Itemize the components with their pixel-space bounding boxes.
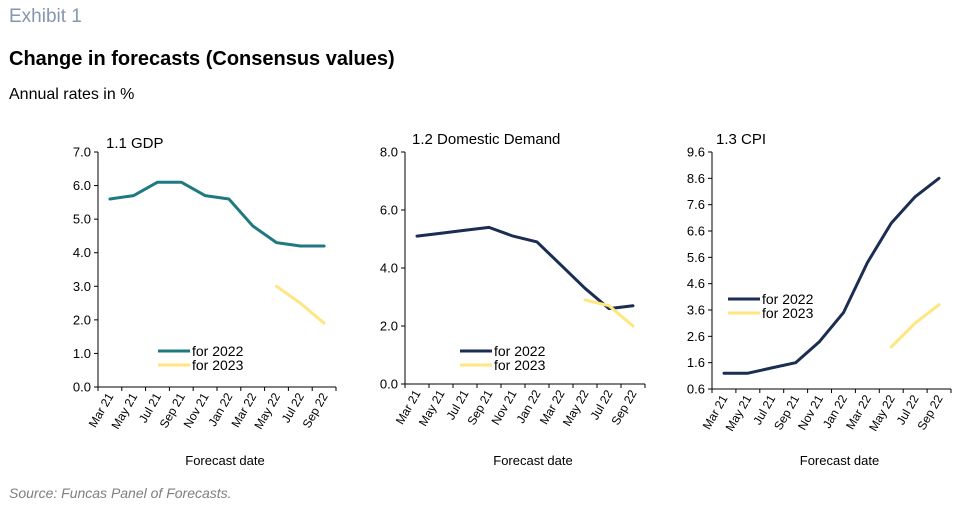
- data-point: [890, 222, 893, 225]
- panel-title: 1.3 CPI: [716, 131, 766, 148]
- data-point: [227, 198, 230, 201]
- y-tick-label: 0.0: [380, 377, 398, 392]
- y-tick-label: 7.6: [687, 197, 705, 212]
- series-line-2022: [722, 176, 941, 375]
- series-line-2023: [889, 303, 941, 349]
- data-point: [536, 240, 539, 243]
- y-tick-label: 5.6: [687, 250, 705, 265]
- legend-label: for 2023: [762, 305, 814, 321]
- y-tick-label: 3.6: [687, 303, 705, 318]
- y-tick-label: 0.6: [687, 382, 705, 397]
- panel-title: 1.2 Domestic Demand: [412, 131, 560, 148]
- data-point: [584, 298, 587, 301]
- data-point: [560, 264, 563, 267]
- data-point: [416, 235, 419, 238]
- legend-label: for 2023: [192, 357, 244, 373]
- y-tick-label: 4.0: [380, 261, 398, 276]
- data-point: [632, 304, 635, 307]
- y-tick-label: 8.6: [687, 171, 705, 186]
- data-point: [440, 232, 443, 235]
- data-point: [818, 340, 821, 343]
- data-point: [156, 181, 159, 184]
- page-title: Change in forecasts (Consensus values): [9, 48, 395, 70]
- data-point: [584, 287, 587, 290]
- y-tick-label: 6.0: [73, 178, 91, 193]
- y-tick-label: 7.0: [73, 145, 91, 160]
- page-subtitle: Annual rates in %: [9, 86, 135, 103]
- y-tick-label: 2.0: [73, 312, 91, 327]
- series-line-2023: [583, 298, 635, 328]
- data-point: [323, 322, 326, 325]
- data-point: [938, 177, 941, 180]
- y-tick-label: 9.6: [687, 145, 705, 160]
- x-axis-label: Forecast date: [493, 453, 573, 468]
- data-point: [746, 372, 749, 375]
- data-point: [722, 372, 725, 375]
- x-axis-label: Forecast date: [800, 453, 880, 468]
- data-point: [842, 311, 845, 314]
- legend-label: for 2022: [192, 343, 244, 359]
- data-point: [512, 235, 515, 238]
- y-tick-label: 2.6: [687, 329, 705, 344]
- y-tick-label: 6.0: [380, 203, 398, 218]
- data-point: [794, 361, 797, 364]
- data-point: [464, 229, 467, 232]
- data-point: [204, 194, 207, 197]
- series-line-2023: [275, 284, 326, 325]
- y-tick-label: 4.0: [73, 245, 91, 260]
- data-point: [866, 261, 869, 264]
- y-tick-label: 5.0: [73, 212, 91, 227]
- y-tick-label: 1.0: [73, 346, 91, 361]
- series-line-2022: [415, 225, 635, 311]
- panel-title: 1.1 GDP: [106, 135, 164, 152]
- legend-label: for 2022: [494, 343, 546, 359]
- x-axis-label: Forecast date: [185, 453, 265, 468]
- data-point: [488, 226, 491, 229]
- y-tick-label: 1.6: [687, 355, 705, 370]
- data-point: [323, 245, 326, 248]
- data-point: [770, 366, 773, 369]
- y-tick-label: 4.6: [687, 276, 705, 291]
- data-point: [180, 181, 183, 184]
- legend-label: for 2022: [762, 291, 814, 307]
- series-line-2022: [108, 180, 326, 248]
- y-tick-label: 6.6: [687, 224, 705, 239]
- exhibit-label: Exhibit 1: [9, 6, 82, 27]
- data-point: [299, 302, 302, 305]
- data-point: [251, 224, 254, 227]
- data-point: [914, 195, 917, 198]
- data-point: [132, 194, 135, 197]
- legend-label: for 2023: [494, 357, 546, 373]
- y-tick-label: 8.0: [380, 145, 398, 160]
- data-point: [938, 303, 941, 306]
- y-tick-label: 2.0: [380, 319, 398, 334]
- y-tick-label: 0.0: [73, 380, 91, 395]
- data-point: [632, 325, 635, 328]
- data-point: [890, 345, 893, 348]
- data-point: [275, 285, 278, 288]
- data-point: [299, 245, 302, 248]
- data-point: [275, 241, 278, 244]
- y-tick-label: 3.0: [73, 279, 91, 294]
- data-point: [608, 304, 611, 307]
- data-point: [108, 198, 111, 201]
- source-note: Source: Funcas Panel of Forecasts.: [9, 485, 232, 501]
- data-point: [914, 322, 917, 325]
